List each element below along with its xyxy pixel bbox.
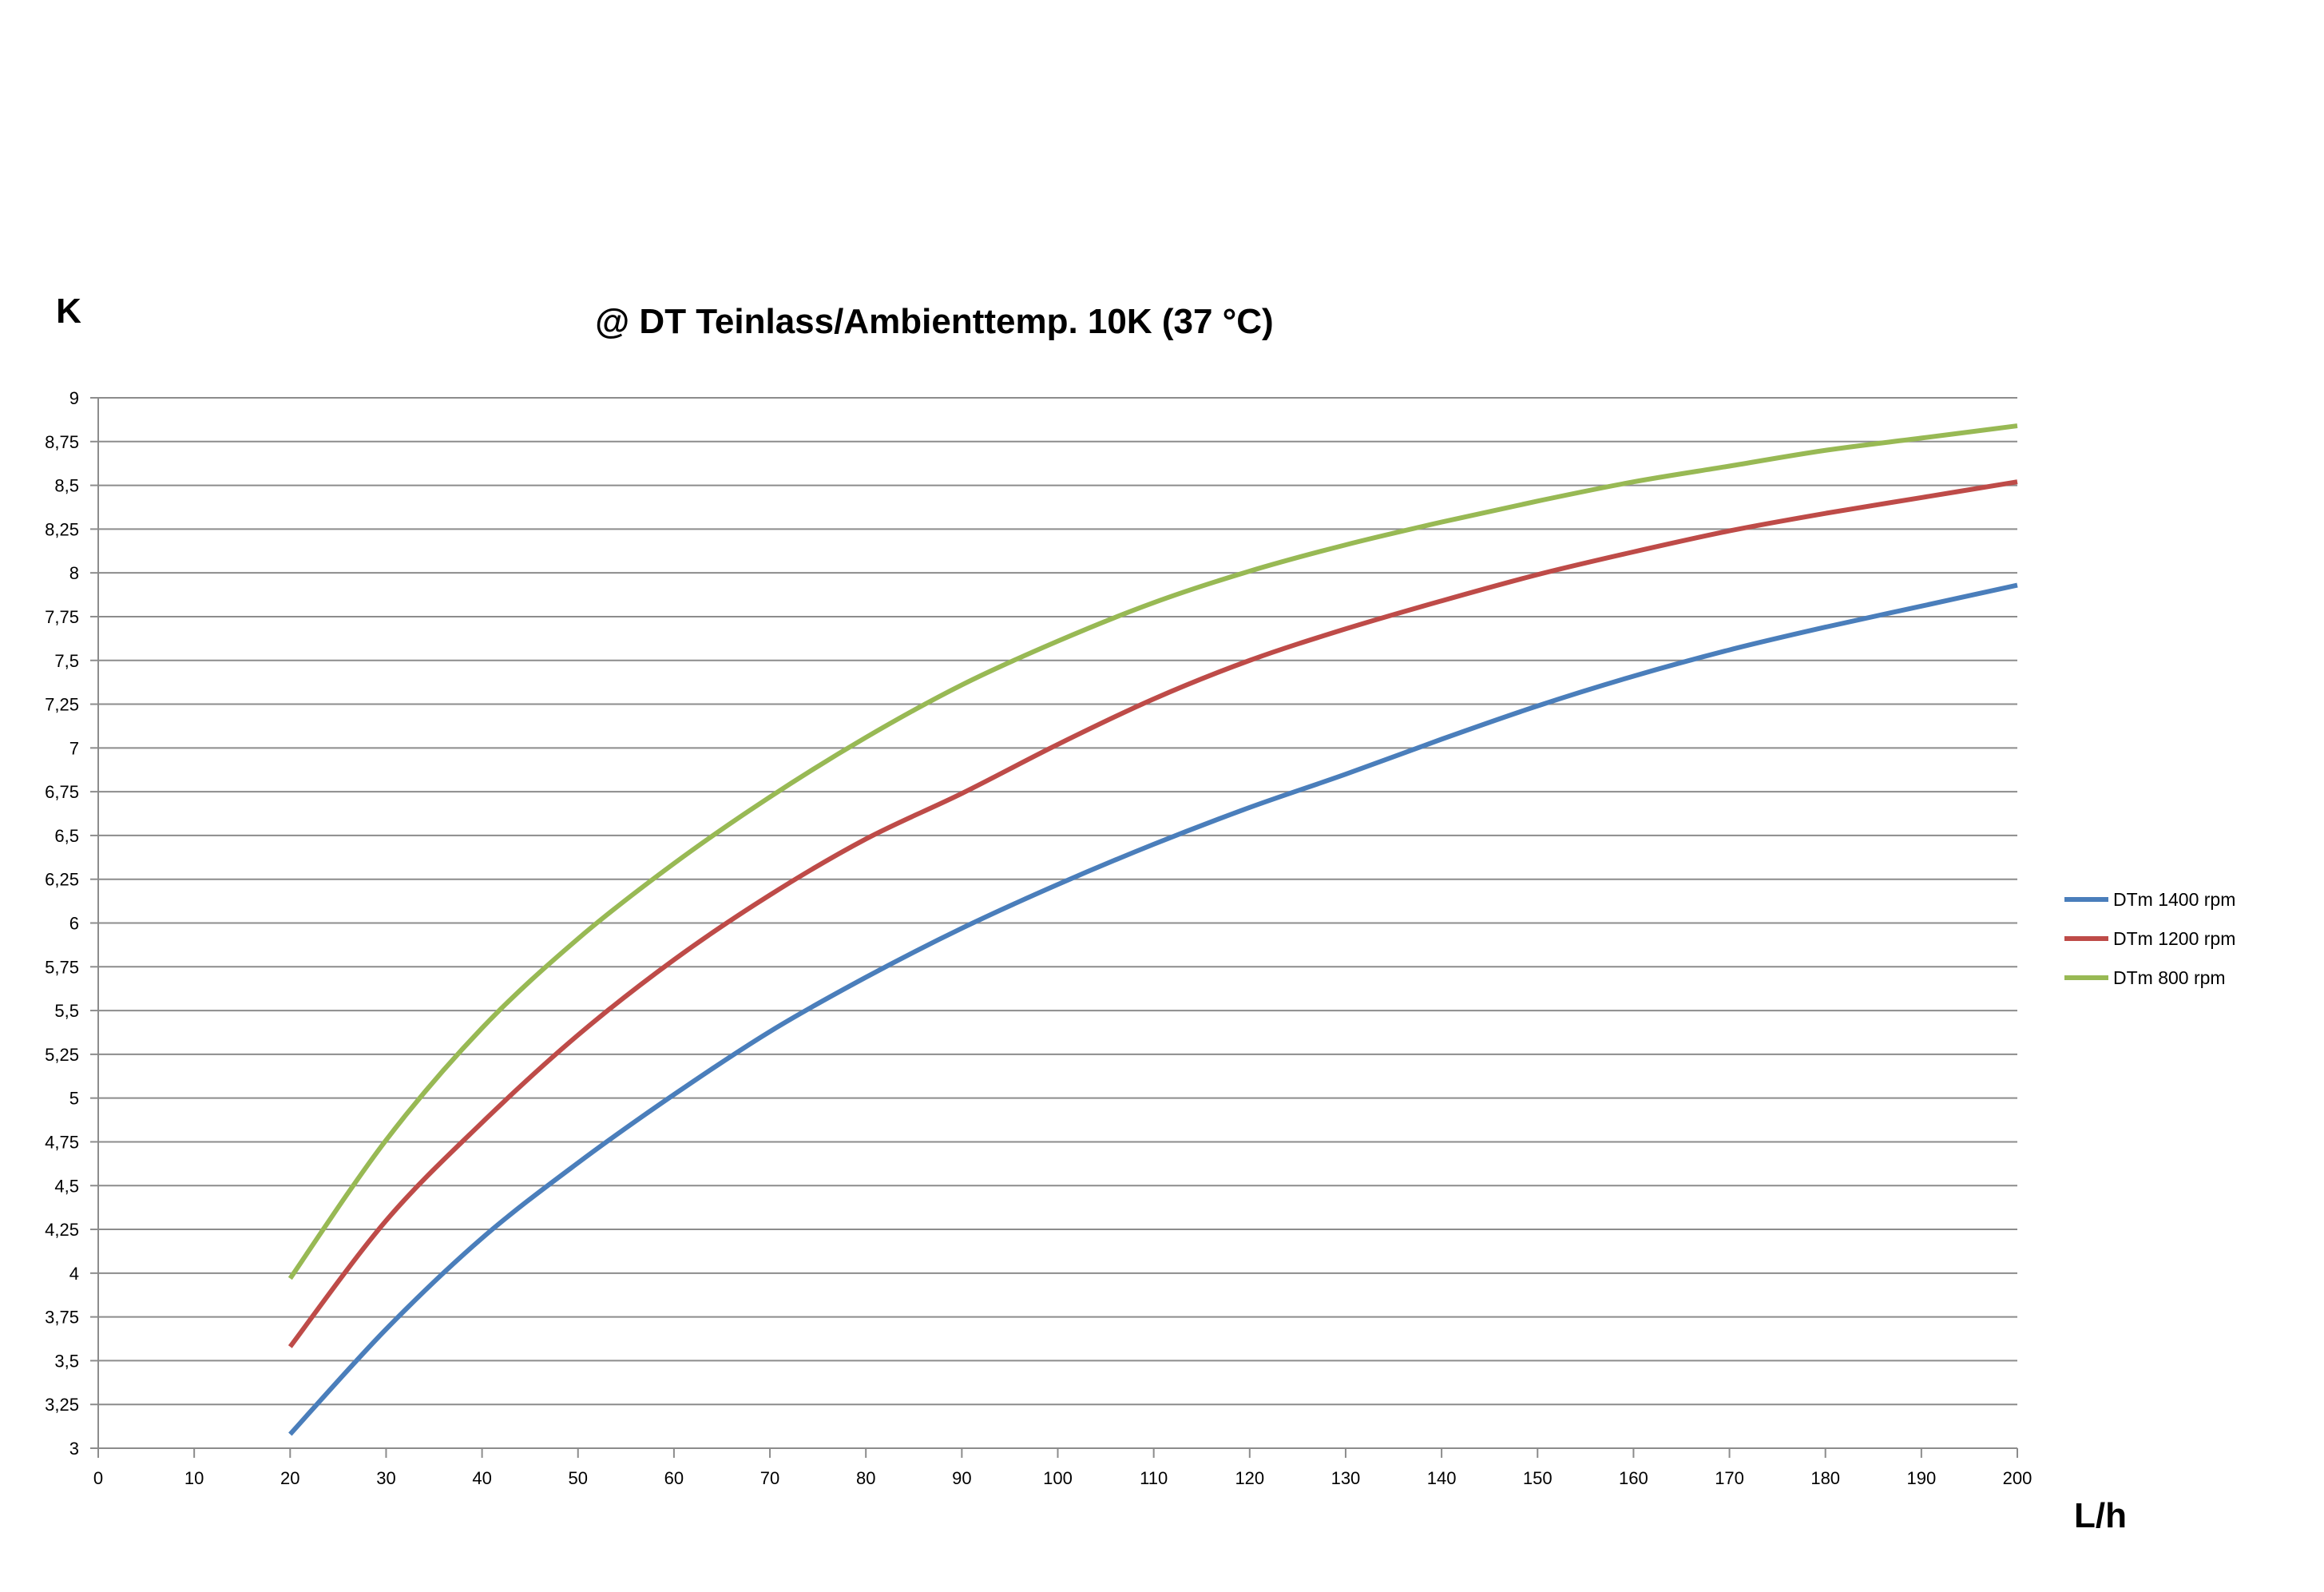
x-tick-label: 130 xyxy=(1331,1468,1361,1488)
legend-label-dtm-1400-rpm: DTm 1400 rpm xyxy=(2113,889,2235,910)
x-tick-label: 150 xyxy=(1523,1468,1553,1488)
chart-title: @ DT Teinlass/Ambienttemp. 10K (37 °C) xyxy=(595,302,1273,341)
y-tick-label: 8,25 xyxy=(45,519,79,539)
x-tick-label: 110 xyxy=(1140,1468,1168,1488)
y-tick-label: 3,5 xyxy=(54,1351,79,1371)
x-tick-label: 120 xyxy=(1235,1468,1264,1488)
x-tick-label: 50 xyxy=(569,1468,588,1488)
x-tick-label: 200 xyxy=(2003,1468,2033,1488)
x-tick-label: 70 xyxy=(760,1468,779,1488)
x-tick-label: 140 xyxy=(1427,1468,1457,1488)
y-tick-label: 5,25 xyxy=(45,1045,79,1065)
series-line-dtm-1200-rpm xyxy=(288,479,2018,1348)
x-tick-label: 170 xyxy=(1715,1468,1744,1488)
y-tick-label: 4 xyxy=(69,1264,79,1284)
gridlines xyxy=(98,397,2017,1449)
x-tick-label: 80 xyxy=(856,1468,875,1488)
x-tick-labels: 0 10 20 30 40 50 60 70 80 90 100 110 120 130 140 150 160… xyxy=(93,1468,2032,1488)
series-line-dtm-1400-rpm xyxy=(288,582,2018,1436)
x-tick-label: 160 xyxy=(1619,1468,1648,1488)
x-tick-label: 100 xyxy=(1043,1468,1073,1488)
x-tick-label: 40 xyxy=(472,1468,491,1488)
series-lines xyxy=(288,423,2018,1436)
x-tick-label: 60 xyxy=(664,1468,684,1488)
y-tick-label: 5,75 xyxy=(45,957,79,977)
y-tick-label: 6 xyxy=(69,914,79,934)
x-axis-label: L/h xyxy=(2074,1496,2127,1535)
series-line-dtm-800-rpm xyxy=(288,423,2018,1280)
y-tick-labels: 3 3,25 3,5 3,75 4 4,25 4,5 4,75 5 5,25 5,5 5,75 6 6,2… xyxy=(45,388,79,1459)
x-tick-label: 180 xyxy=(1810,1468,1840,1488)
x-tick-label: 10 xyxy=(184,1468,204,1488)
x-tick-label: 90 xyxy=(952,1468,971,1488)
x-tick-label: 0 xyxy=(93,1468,103,1488)
y-tick-label: 5,5 xyxy=(54,1001,79,1021)
y-tick-label: 4,75 xyxy=(45,1132,79,1152)
axes xyxy=(90,397,2018,1458)
y-tick-label: 6,5 xyxy=(54,826,79,846)
y-tick-label: 4,5 xyxy=(54,1176,79,1196)
y-tick-label: 6,25 xyxy=(45,870,79,890)
y-tick-label: 3,25 xyxy=(45,1395,79,1415)
y-tick-label: 5 xyxy=(69,1089,79,1109)
y-axis-label: K xyxy=(56,292,81,331)
y-tick-label: 3,75 xyxy=(45,1308,79,1328)
x-tick-label: 20 xyxy=(280,1468,299,1488)
y-tick-label: 7,5 xyxy=(54,651,79,671)
y-tick-label: 8 xyxy=(69,563,79,583)
y-tick-label: 8,5 xyxy=(54,476,79,496)
legend-label-dtm-1200-rpm: DTm 1200 rpm xyxy=(2113,928,2235,949)
legend-label-dtm-800-rpm: DTm 800 rpm xyxy=(2113,967,2226,988)
y-tick-label: 7,25 xyxy=(45,695,79,715)
x-tick-label: 30 xyxy=(376,1468,395,1488)
legend: DTm 1400 rpm DTm 1200 rpm DTm 800 rpm xyxy=(2064,889,2235,988)
y-tick-label: 4,25 xyxy=(45,1220,79,1240)
y-tick-label: 7 xyxy=(69,738,79,758)
y-tick-label: 3 xyxy=(69,1439,79,1459)
x-tick-label: 190 xyxy=(1906,1468,1936,1488)
y-tick-label: 9 xyxy=(69,388,79,408)
y-tick-label: 6,75 xyxy=(45,782,79,802)
y-tick-label: 7,75 xyxy=(45,607,79,627)
y-tick-label: 8,75 xyxy=(45,432,79,452)
